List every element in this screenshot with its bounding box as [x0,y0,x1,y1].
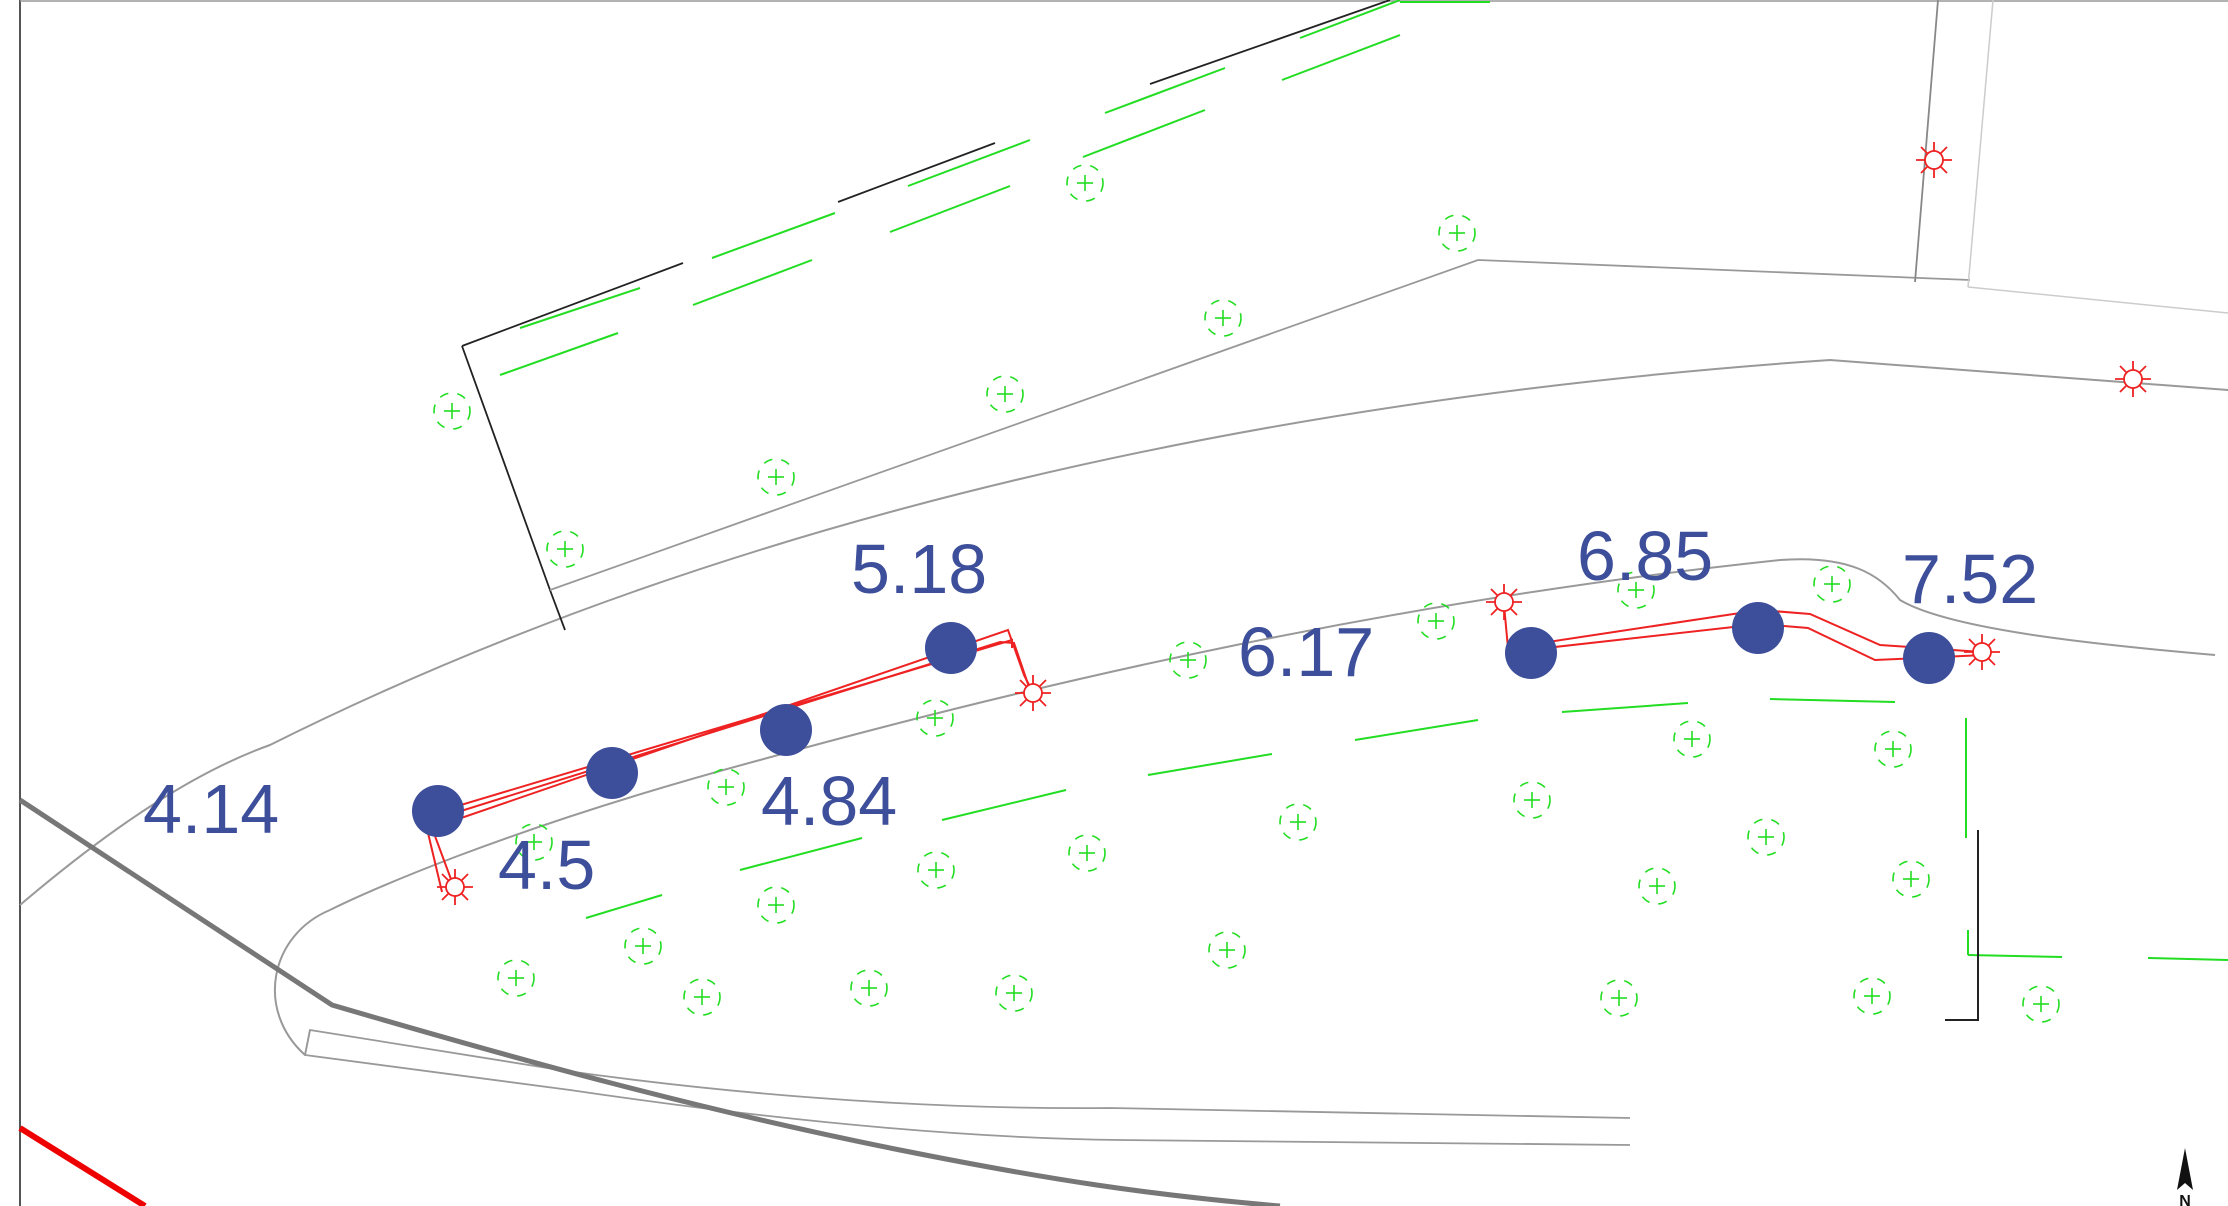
lamp-icon [1964,634,2000,670]
tree-icon [1892,860,1930,898]
measurement-label: 6.85 [1577,517,1713,595]
tree-icon [917,851,955,889]
trees [433,164,2060,1023]
tree-icon [1513,781,1551,819]
tree-icon [1438,214,1476,252]
tree-icon [1747,818,1785,856]
parcel-boundary-2 [549,259,1971,591]
lamp-icon [1015,675,1051,711]
tree-icon [1673,720,1711,758]
pole-marker [1903,632,1955,684]
lamp-icon [2115,361,2151,397]
pole-marker [1732,602,1784,654]
pole-marker [412,785,464,837]
pole-marker [1505,627,1557,679]
parcel-boundary-3 [1914,0,1939,283]
poles [412,602,1955,837]
road-edge-inner [329,558,2216,911]
tree-icon [683,978,721,1016]
lamp-icon [437,869,473,905]
cable-run-1b [422,638,1013,893]
measurement-label: 4.84 [761,762,897,840]
tree-icon [1068,834,1106,872]
cable-run-1c [444,640,1031,817]
cable-run-2a [1503,604,1983,653]
pole-marker [925,622,977,674]
tree-icon [1600,979,1638,1017]
hedge-boundary-black [461,0,1391,347]
hedge-lines-upper [499,0,1490,376]
tree-icon [1874,730,1912,768]
road-edge-outer [19,358,2228,906]
measurement-label: 5.18 [851,530,987,608]
path-lobe [273,909,331,1056]
main-line-grey [18,797,1281,1206]
tree-icon [433,392,471,430]
tree-icon [850,969,888,1007]
tree-icon [1169,641,1207,679]
north-arrow-label: N [2179,1193,2191,1206]
tree-icon [1279,803,1317,841]
tree-icon [497,959,535,997]
tree-icon [986,375,1024,413]
tree-icon [1617,571,1655,609]
lamp-icon [1486,584,1522,620]
tree-icon [757,886,795,924]
pole-marker [586,747,638,799]
parcel-boundary-4 [1967,0,1994,288]
tree-icon [1638,867,1676,905]
measurement-label: 4.14 [143,770,279,848]
tree-icon [1066,164,1104,202]
parcel-boundary-5 [1967,286,2228,314]
tree-icon [707,768,745,806]
measurement-label: 7.52 [1902,540,2038,618]
tree-icon [2022,985,2060,1023]
north-arrow: N [2177,1148,2193,1206]
north-arrow-icon [2177,1148,2193,1190]
measurement-label: 6.17 [1238,613,1374,691]
parcel-boundary [461,345,566,631]
tree-icon [1208,931,1246,969]
hedge-lines-lower [585,698,2228,961]
tree-icon [1813,565,1851,603]
lamps [437,142,2151,905]
tree-icon [546,530,584,568]
tree-icon [1204,299,1242,337]
measurement-labels: 4.14 4.5 4.84 5.18 6.17 6.85 7.52 [143,517,2038,904]
main-line-red [18,1125,147,1206]
pole-marker [760,704,812,756]
walkway-edge-2 [303,1029,1631,1146]
corner-marker [1945,830,1979,1021]
tree-icon [916,699,954,737]
tree-icon [515,823,553,861]
tree-icon [624,927,662,965]
tree-icon [1853,977,1891,1015]
tree-icon [757,458,795,496]
measurement-label: 4.5 [498,826,595,904]
lamp-icon [1916,142,1952,178]
tree-icon [1417,602,1455,640]
walkway-edge-1 [304,1028,1631,1119]
tree-icon [995,974,1033,1012]
